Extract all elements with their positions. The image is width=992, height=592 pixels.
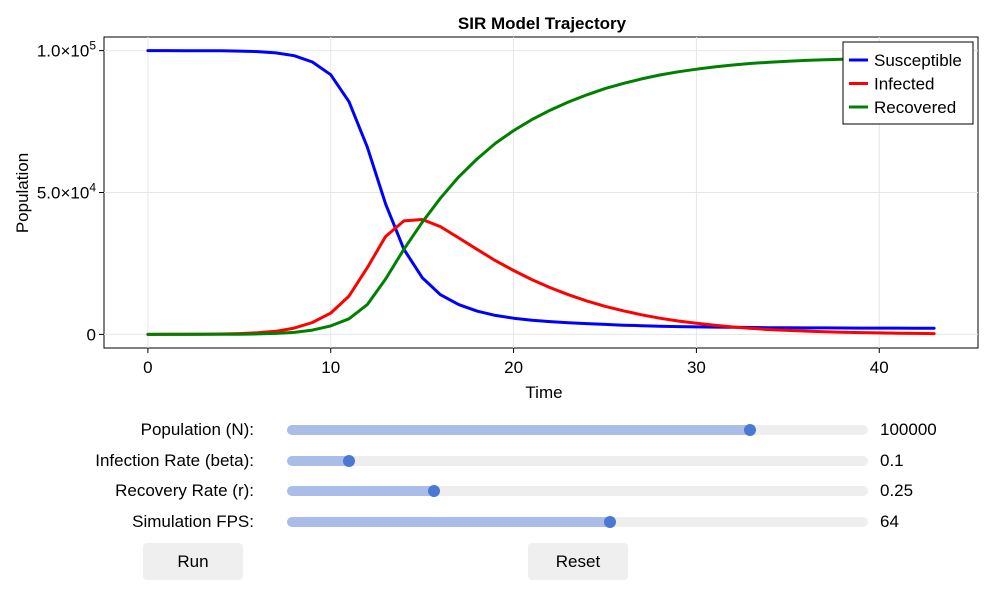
slider-track[interactable] <box>287 517 868 527</box>
slider-track[interactable] <box>287 425 868 435</box>
slider-value: 64 <box>880 512 899 532</box>
slider-fill <box>287 425 750 435</box>
slider-fill <box>287 456 349 466</box>
slider-thumb[interactable] <box>604 516 616 528</box>
slider-track[interactable] <box>287 456 868 466</box>
x-tick-label: 20 <box>504 358 523 377</box>
x-axis-ticks: 0 10 20 30 40 <box>143 348 889 377</box>
slider-row-recovery-rate-r: Recovery Rate (r): 0.25 <box>0 479 992 503</box>
slider-label: Infection Rate (beta): <box>95 451 254 471</box>
slider-thumb[interactable] <box>343 455 355 467</box>
slider-value: 0.25 <box>880 481 913 501</box>
y-axis-ticks: 0 5.0×104 1.0×105 <box>37 39 104 345</box>
run-button[interactable]: Run <box>143 543 243 580</box>
chart-title: SIR Model Trajectory <box>458 14 627 33</box>
reset-button[interactable]: Reset <box>528 543 628 580</box>
x-tick-label: 30 <box>687 358 706 377</box>
slider-label: Population (N): <box>141 420 254 440</box>
y-axis-label: Population <box>13 153 32 233</box>
slider-label: Recovery Rate (r): <box>115 481 254 501</box>
x-tick-label: 10 <box>321 358 340 377</box>
slider-row-simulation-fps: Simulation FPS: 64 <box>0 510 992 534</box>
x-tick-label: 0 <box>143 358 152 377</box>
legend-entry-recovered: Recovered <box>874 98 956 117</box>
legend: Susceptible Infected Recovered <box>843 42 973 124</box>
legend-entry-susceptible: Susceptible <box>874 51 962 70</box>
slider-value: 0.1 <box>880 451 904 471</box>
x-tick-label: 40 <box>870 358 889 377</box>
slider-label: Simulation FPS: <box>132 512 254 532</box>
slider-row-population-n: Population (N): 100000 <box>0 418 992 442</box>
sir-chart: SIR Model Trajectory 0 10 20 30 40 0 5.0×104 1… <box>0 0 992 405</box>
slider-value: 100000 <box>880 420 937 440</box>
slider-fill <box>287 486 434 496</box>
legend-entry-infected: Infected <box>874 75 935 94</box>
slider-track[interactable] <box>287 486 868 496</box>
slider-thumb[interactable] <box>744 424 756 436</box>
slider-fill <box>287 517 610 527</box>
slider-thumb[interactable] <box>428 485 440 497</box>
x-axis-label: Time <box>525 383 562 402</box>
y-tick-label: 1.0×105 <box>37 39 96 61</box>
y-tick-label: 0 <box>87 325 96 344</box>
slider-row-infection-rate-beta: Infection Rate (beta): 0.1 <box>0 449 992 473</box>
y-tick-label: 5.0×104 <box>37 181 96 203</box>
